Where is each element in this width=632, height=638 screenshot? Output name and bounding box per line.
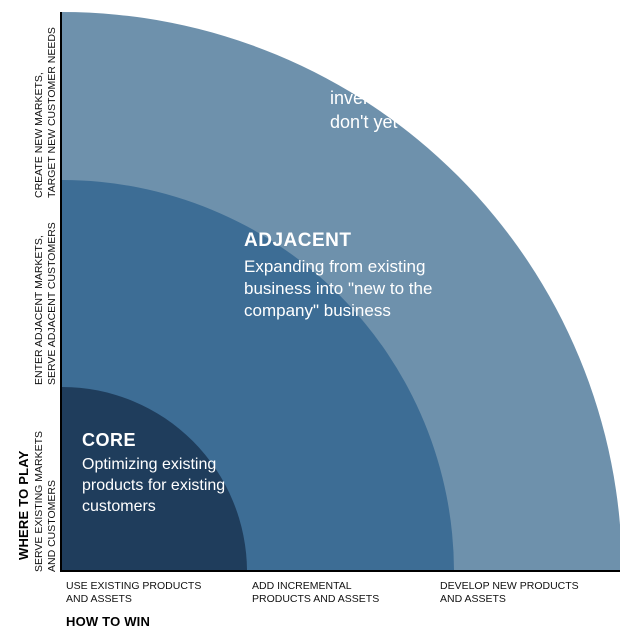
y-tick-2-line1: CREATE NEW MARKETS,	[33, 27, 46, 198]
y-tick-0-line1: SERVE EXISTING MARKETS	[33, 431, 46, 572]
x-tick-0: USE EXISTING PRODUCTSAND ASSETS	[66, 580, 201, 605]
transformational-label: TRANSFORMATIONAL Developing breakthroughs…	[330, 36, 610, 134]
y-tick-1: ENTER ADJACENT MARKETS,SERVE ADJACENT CU…	[33, 222, 58, 385]
adjacent-desc: Expanding from existing business into "n…	[244, 256, 444, 322]
x-tick-2-line2: AND ASSETS	[440, 593, 579, 606]
adjacent-title: ADJACENT	[244, 230, 444, 252]
adjacent-label: ADJACENT Expanding from existing business…	[244, 230, 444, 322]
core-title: CORE	[82, 430, 267, 451]
core-label: CORE Optimizing existing products for exi…	[82, 430, 267, 517]
x-tick-1-line2: PRODUCTS AND ASSETS	[252, 593, 379, 606]
x-tick-1: ADD INCREMENTALPRODUCTS AND ASSETS	[252, 580, 379, 605]
transformational-title: TRANSFORMATIONAL	[330, 36, 610, 60]
x-tick-0-line2: AND ASSETS	[66, 593, 201, 606]
x-tick-2: DEVELOP NEW PRODUCTSAND ASSETS	[440, 580, 579, 605]
y-tick-2: CREATE NEW MARKETS,TARGET NEW CUSTOMER N…	[33, 27, 58, 198]
y-tick-1-line2: SERVE ADJACENT CUSTOMERS	[46, 222, 59, 385]
transformational-desc: Developing breakthroughs and inventing t…	[330, 64, 610, 134]
x-tick-2-line1: DEVELOP NEW PRODUCTS	[440, 580, 579, 593]
x-tick-0-line1: USE EXISTING PRODUCTS	[66, 580, 201, 593]
y-axis-title: WHERE TO PLAY	[16, 450, 31, 560]
innovation-ambition-matrix: TRANSFORMATIONAL Developing breakthroughs…	[60, 12, 620, 572]
y-tick-0-line2: AND CUSTOMERS	[46, 431, 59, 572]
y-tick-0: SERVE EXISTING MARKETSAND CUSTOMERS	[33, 431, 58, 572]
y-tick-1-line1: ENTER ADJACENT MARKETS,	[33, 222, 46, 385]
y-tick-2-line2: TARGET NEW CUSTOMER NEEDS	[46, 27, 59, 198]
core-desc: Optimizing existing products for existin…	[82, 455, 267, 517]
x-tick-1-line1: ADD INCREMENTAL	[252, 580, 379, 593]
x-axis-title: HOW TO WIN	[66, 614, 150, 629]
